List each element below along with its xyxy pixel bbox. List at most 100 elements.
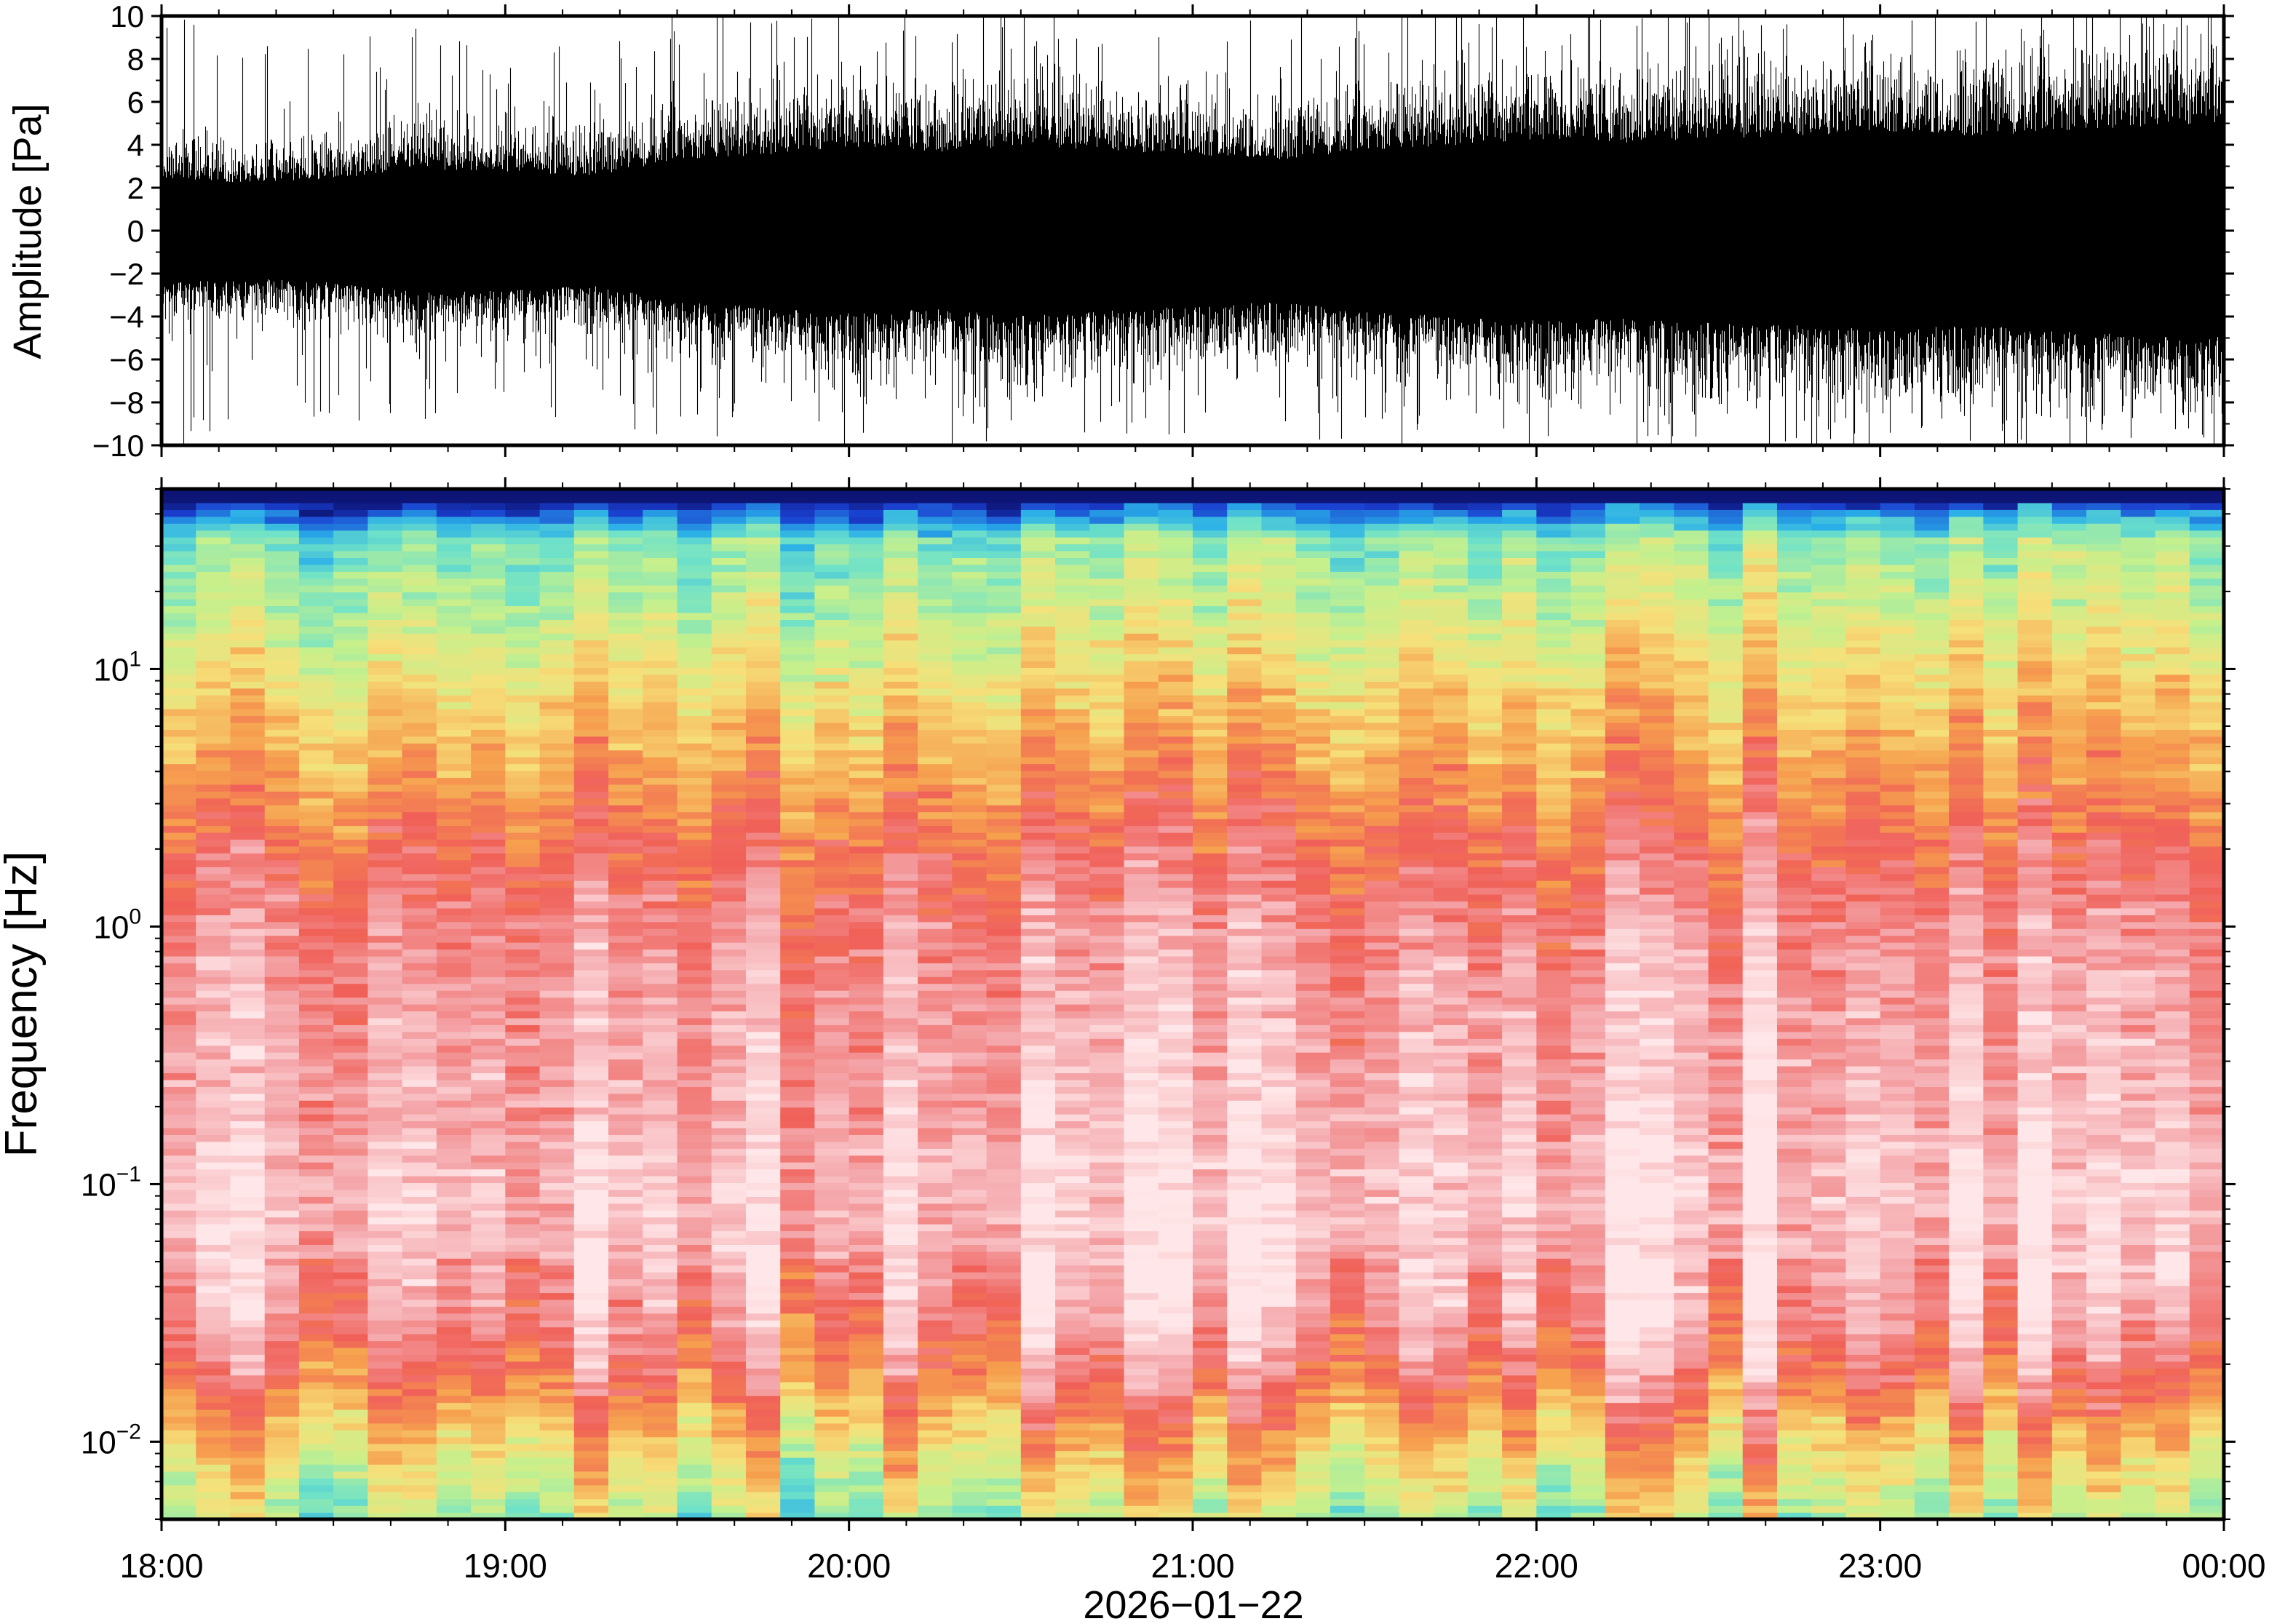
spectrogram-cell (1055, 743, 1090, 751)
spectrogram-cell (1261, 1196, 1297, 1204)
spectrogram-cell (986, 819, 1022, 827)
spectrogram-cell (1055, 516, 1090, 524)
spectrogram-cell (367, 1011, 403, 1019)
spectrogram-cell (573, 887, 609, 895)
spectrogram-cell (952, 1374, 988, 1382)
spectrogram-cell (573, 509, 609, 517)
spectrogram-cell (711, 949, 747, 957)
spectrogram-cell (333, 1258, 368, 1266)
spectrogram-cell (230, 1230, 266, 1238)
spectrogram-cell (367, 688, 403, 696)
spectrogram-cell (918, 1134, 953, 1142)
spectrogram-cell (402, 695, 437, 703)
spectrogram-cell (608, 674, 643, 682)
spectrogram-cell (367, 784, 403, 792)
spectrogram-cell (1020, 633, 1056, 641)
spectrogram-cell (264, 1224, 300, 1232)
spectrogram-cell (573, 1121, 609, 1129)
spectrogram-cell (333, 1182, 368, 1190)
spectrogram-cell (539, 1272, 575, 1280)
spectrogram-cell (471, 736, 506, 744)
spectrogram-cell (677, 1011, 712, 1019)
spectrogram-cell (264, 893, 300, 901)
spectrogram-cell (883, 832, 918, 840)
spectrogram-cell (298, 1340, 334, 1348)
spectrogram-cell (711, 626, 747, 634)
spectrogram-cell (505, 1299, 541, 1307)
spectrogram-cell (1124, 887, 1159, 895)
spectrogram-cell (986, 1348, 1022, 1356)
spectrogram-cell (505, 1011, 541, 1019)
spectrogram-cell (918, 1162, 953, 1170)
spectrogram-cell (677, 578, 712, 586)
spectrogram-cell (711, 976, 747, 984)
spectrogram-cell (505, 489, 541, 497)
spectrogram-cell (814, 537, 850, 545)
spectrogram-cell (1089, 873, 1125, 881)
spectrogram-cell (608, 1045, 643, 1053)
spectrogram-cell (677, 949, 712, 957)
spectrogram-cell (745, 873, 781, 881)
spectrogram-cell (814, 1086, 850, 1094)
spectrogram-cell (711, 633, 747, 641)
spectrogram-cell (814, 1224, 850, 1232)
spectrogram-cell (1020, 1368, 1056, 1376)
spectrogram-cell (918, 1306, 953, 1314)
spectrogram-cell (402, 915, 437, 923)
spectrogram-cell (471, 887, 506, 895)
spectrogram-cell (367, 1382, 403, 1390)
spectrogram-cell (814, 1478, 850, 1486)
spectrogram-cell (402, 935, 437, 943)
spectrogram-cell (436, 771, 472, 779)
spectrogram-cell (883, 791, 918, 799)
spectrogram-cell (505, 1278, 541, 1286)
spectrogram-cell (367, 1409, 403, 1417)
spectrogram-cell (1158, 935, 1193, 943)
spectrogram-cell (608, 1072, 643, 1080)
spectrogram-cell (162, 489, 196, 497)
spectrogram-cell (643, 928, 678, 936)
spectrogram-cell (1020, 1422, 1056, 1430)
spectrogram-cell (952, 502, 988, 510)
spectrogram-cell (539, 955, 575, 963)
spectrogram-cell (608, 825, 643, 833)
spectrogram-cell (298, 1306, 334, 1314)
spectrogram-cell (918, 976, 953, 984)
spectrogram-cell (986, 845, 1022, 853)
spectrogram-cell (1020, 1478, 1056, 1486)
spectrogram-cell (1227, 1031, 1263, 1039)
spectrogram-cell (1020, 612, 1056, 620)
spectrogram-cell (505, 771, 541, 779)
spectrogram-cell (608, 921, 643, 929)
spectrogram-cell (471, 1450, 506, 1458)
spectrogram-cell (711, 495, 747, 503)
spectrogram-cell (814, 983, 850, 991)
spectrogram-cell (814, 1492, 850, 1500)
spectrogram-cell (573, 1079, 609, 1087)
spectrogram-cell (1261, 1444, 1297, 1452)
spectrogram-cell (986, 1382, 1022, 1390)
spectrogram-cell (505, 1340, 541, 1348)
spectrogram-cell (1158, 963, 1193, 971)
spectrogram-cell (1158, 1237, 1193, 1245)
spectrogram-cell (230, 1017, 266, 1025)
spectrogram-cell (539, 1492, 575, 1500)
spectrogram-cell (1227, 509, 1263, 517)
spectrogram-cell (1089, 1196, 1125, 1204)
spectrogram-cell (1055, 1155, 1090, 1163)
spectrogram-cell (539, 1382, 575, 1390)
spectrogram-cell (573, 736, 609, 744)
spectrogram-cell (711, 612, 747, 620)
spectrogram-cell (333, 550, 368, 558)
spectrogram-cell (1158, 592, 1193, 600)
spectrogram-cell (711, 1079, 747, 1087)
spectrogram-cell (745, 571, 781, 579)
spectrogram-cell (1261, 1086, 1297, 1094)
spectrogram-cell (1227, 516, 1263, 524)
spectrogram-cell (608, 495, 643, 503)
spectrogram-cell (1020, 667, 1056, 675)
spectrogram-cell (539, 550, 575, 558)
spectrogram-cell (367, 983, 403, 991)
spectrogram-cell (1055, 969, 1090, 977)
spectrogram-cell (367, 722, 403, 730)
